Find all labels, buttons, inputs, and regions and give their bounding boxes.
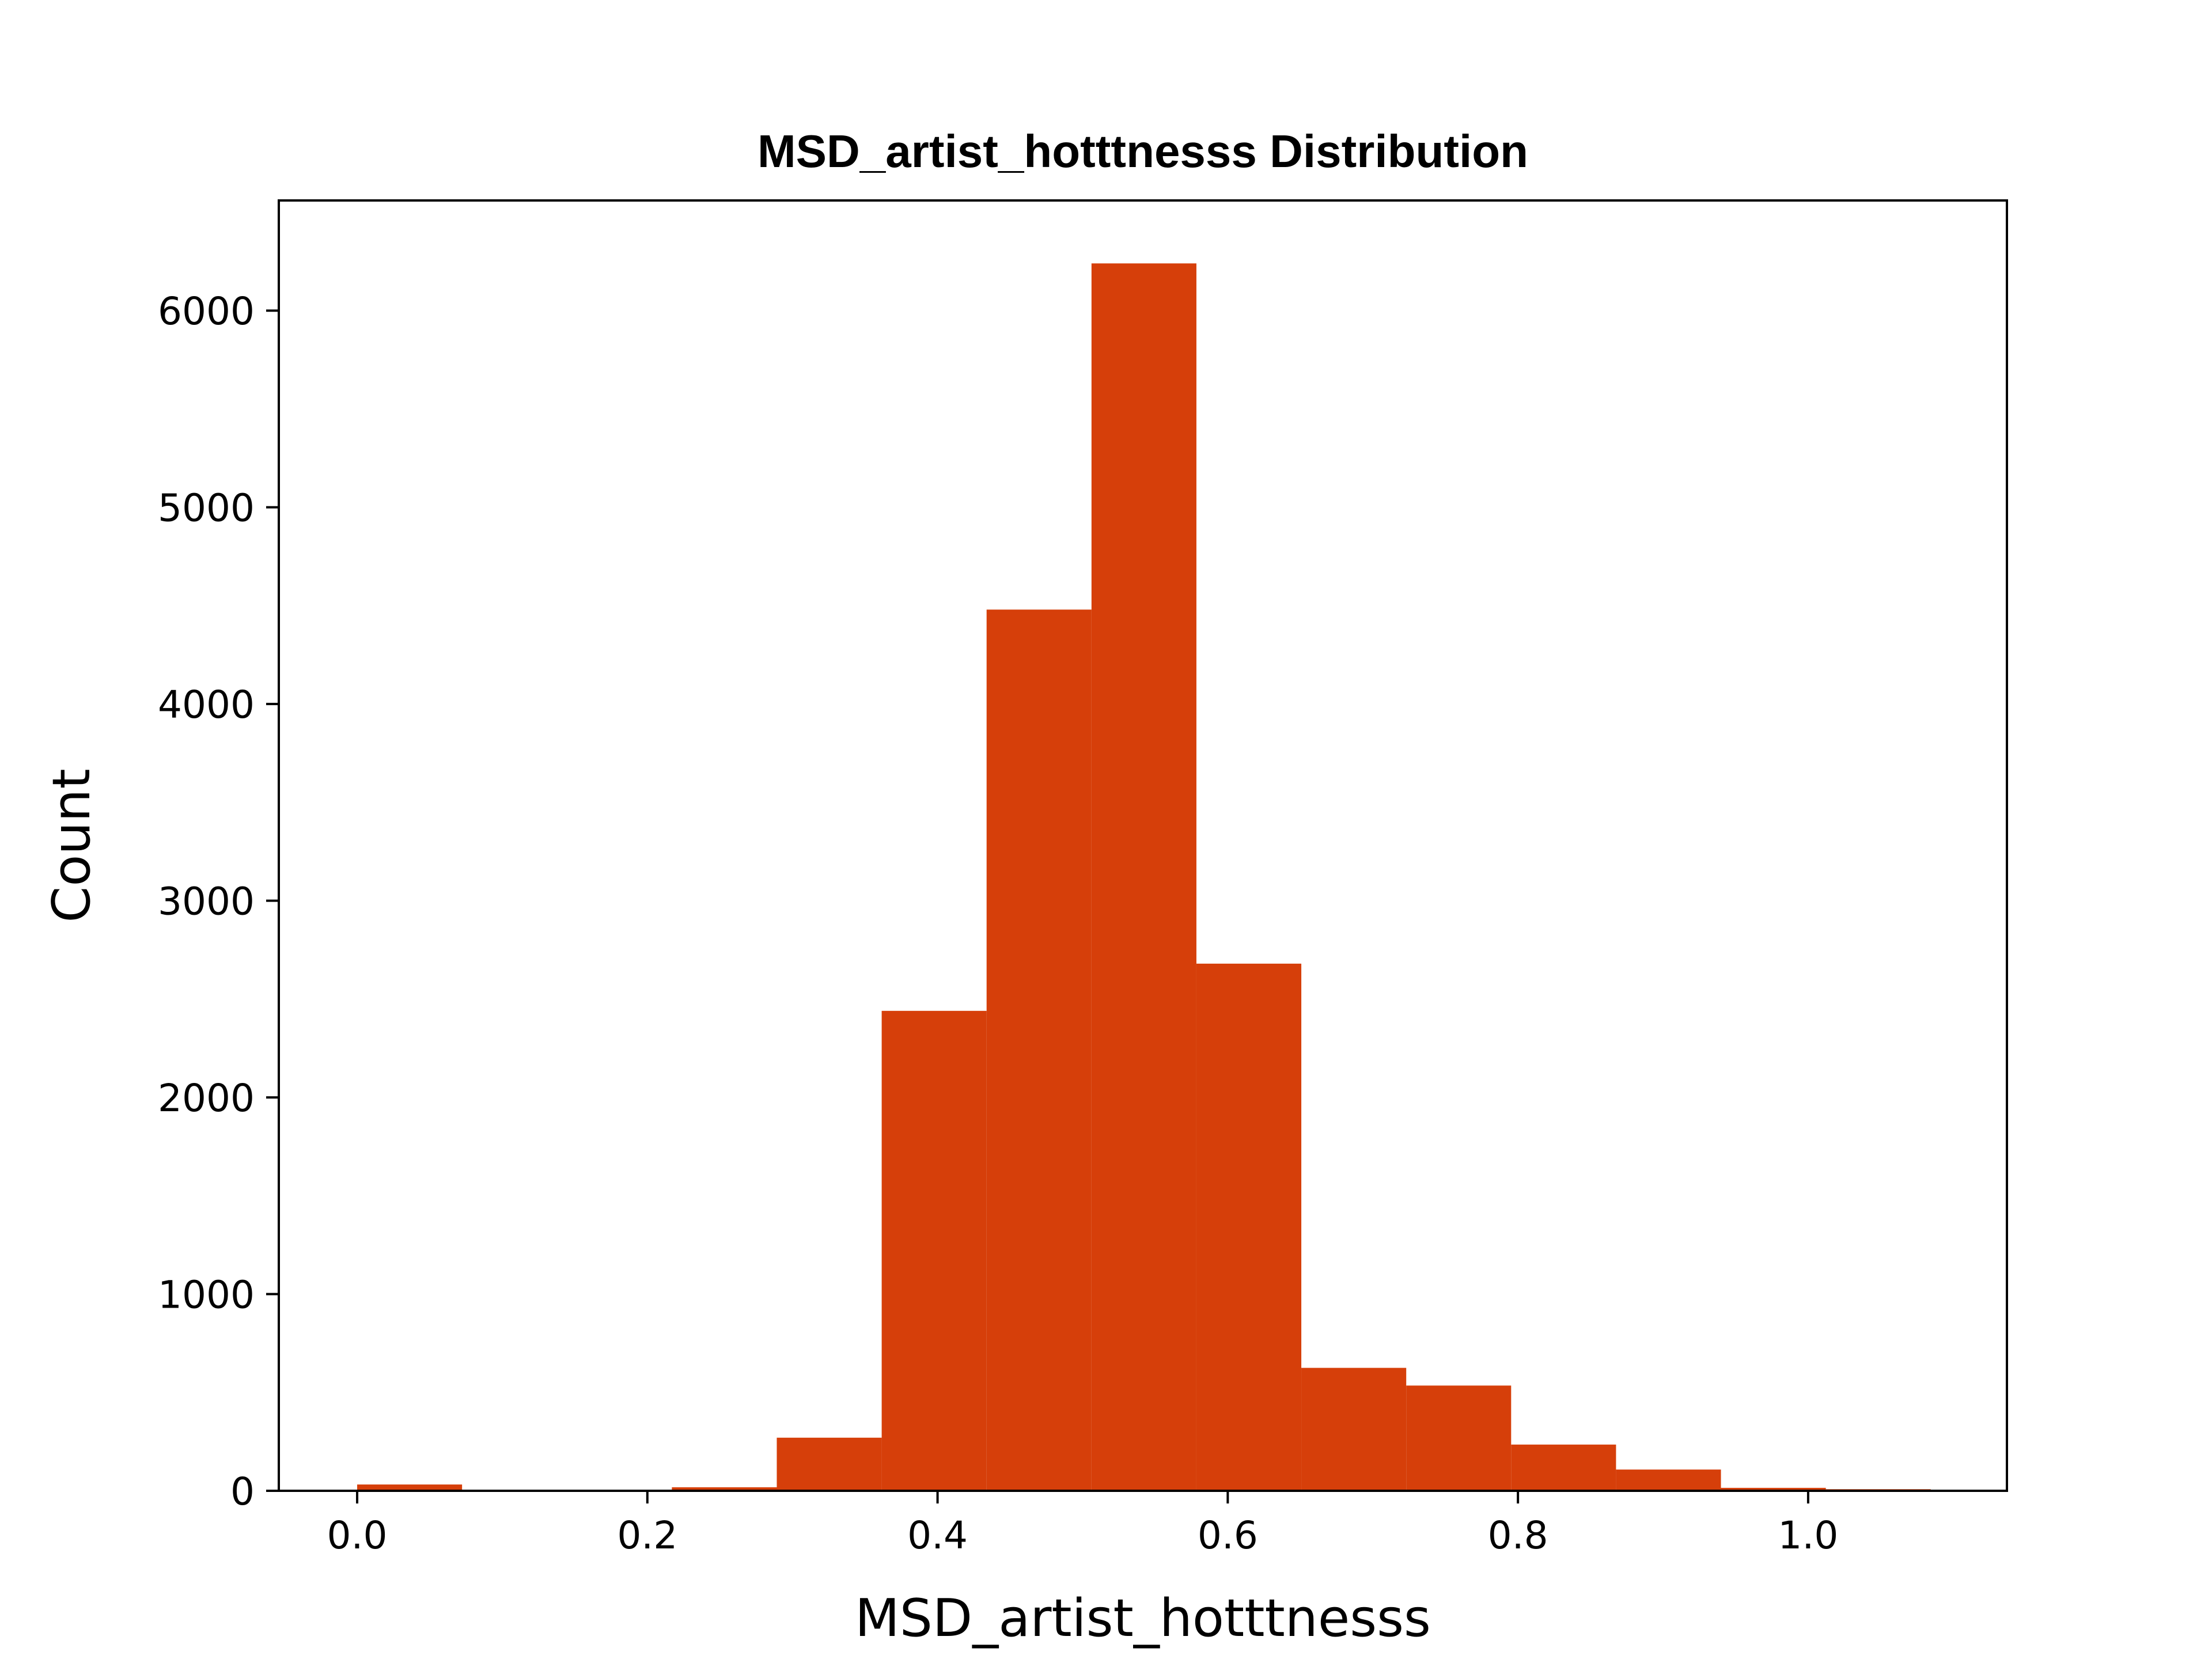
histogram-bar — [1721, 1487, 1826, 1491]
x-tick-label: 0.0 — [327, 1513, 388, 1558]
x-tick-label: 0.8 — [1488, 1513, 1548, 1558]
histogram-bar — [1091, 263, 1196, 1491]
x-axis-ticks: 0.0 0.2 0.4 0.6 0.8 1.0 — [327, 1491, 1838, 1558]
bars-group — [357, 263, 1931, 1491]
x-tick-label: 0.4 — [907, 1513, 968, 1558]
y-tick-label: 2000 — [158, 1076, 255, 1120]
histogram-bar — [881, 1010, 987, 1491]
histogram-bar — [1406, 1385, 1512, 1491]
histogram-bar — [1301, 1368, 1407, 1491]
y-tick-label: 4000 — [158, 683, 255, 727]
y-tick-label: 1000 — [158, 1273, 255, 1317]
y-axis-ticks: 0 1000 2000 3000 4000 5000 6000 — [158, 289, 279, 1514]
y-tick-label: 6000 — [158, 289, 255, 334]
histogram-bar — [986, 609, 1092, 1491]
histogram-bar — [357, 1484, 463, 1491]
y-tick-label: 0 — [230, 1469, 255, 1514]
chart-title: MSD_artist_hotttnesss Distribution — [757, 126, 1528, 177]
y-tick-label: 5000 — [158, 486, 255, 531]
y-axis-label: Count — [41, 768, 102, 922]
histogram-bar — [1511, 1444, 1616, 1491]
histogram-bar — [1196, 963, 1302, 1491]
plot-frame — [278, 199, 2008, 1492]
x-axis-label: MSD_artist_hotttnesss — [855, 1588, 1431, 1649]
histogram-bar — [777, 1437, 882, 1491]
y-tick-label: 3000 — [158, 880, 255, 924]
x-tick-label: 1.0 — [1778, 1513, 1838, 1558]
x-tick-label: 0.6 — [1198, 1513, 1258, 1558]
x-tick-label: 0.2 — [617, 1513, 677, 1558]
histogram-bar — [1616, 1469, 1721, 1491]
histogram-bar — [672, 1487, 777, 1491]
